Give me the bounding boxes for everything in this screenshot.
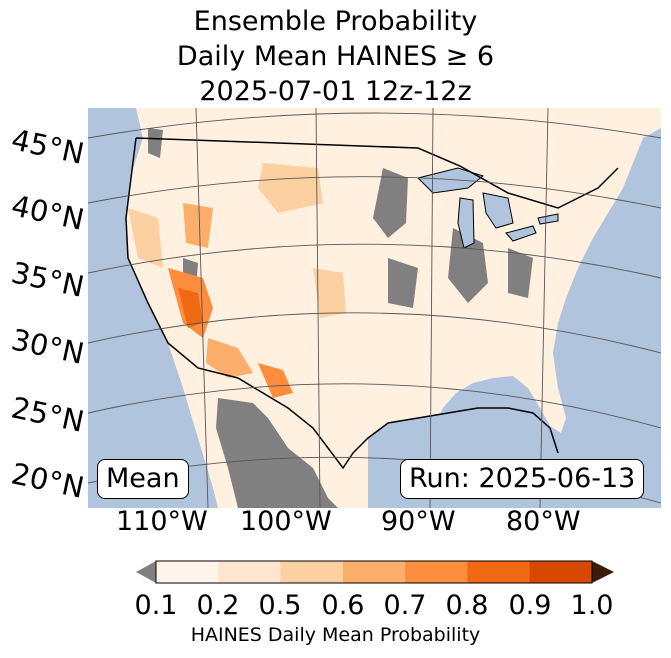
lat-label-30: 30°N	[8, 322, 88, 371]
lat-label-20: 20°N	[8, 456, 88, 505]
lat-label-35: 35°N	[8, 255, 88, 304]
probability-area	[313, 268, 346, 318]
lake-michigan	[457, 197, 475, 249]
pacific-coast-water	[88, 108, 218, 508]
probability-area	[183, 203, 213, 248]
colorbar-swatch	[156, 561, 219, 583]
colorbar-tick: 1.0	[570, 590, 614, 621]
title-line-2: Daily Mean HAINES ≥ 6	[176, 41, 495, 72]
colorbar-tick: 0.7	[383, 590, 427, 621]
mean-label-box: Mean	[97, 459, 189, 499]
no-data-patch	[373, 168, 408, 238]
title-line-1: Ensemble Probability	[193, 6, 478, 37]
probability-area	[258, 163, 323, 213]
us-border	[125, 137, 619, 470]
colorbar-label: HAINES Daily Mean Probability	[190, 624, 481, 646]
no-data-patch	[448, 228, 488, 303]
lon-label-100: 100°W	[240, 506, 332, 537]
lat-label-25: 25°N	[8, 390, 88, 439]
colorbar-tick: 0.8	[445, 590, 489, 621]
colorbar-swatch	[280, 561, 344, 583]
no-data-patch	[388, 258, 418, 308]
colorbar-tick: 0.5	[258, 590, 302, 621]
no-data-patch	[508, 248, 533, 298]
colorbar-swatch	[467, 561, 531, 583]
lake-huron	[482, 192, 514, 229]
lon-label-80: 80°W	[506, 506, 581, 537]
colorbar	[136, 560, 614, 584]
title-line-3: 2025-07-01 12z-12z	[199, 76, 472, 107]
lon-label-110: 110°W	[116, 506, 208, 537]
lat-label-40: 40°N	[8, 188, 88, 237]
lake-superior	[417, 167, 485, 194]
colorbar-tick: 0.9	[508, 590, 552, 621]
probability-area	[206, 338, 253, 378]
colorbar-tick: 0.1	[134, 590, 178, 621]
colorbar-frame	[155, 560, 593, 584]
lat-label-45: 45°N	[8, 122, 88, 171]
run-date-box: Run: 2025-06-13	[400, 459, 645, 499]
colorbar-swatch	[405, 561, 468, 583]
lake-erie	[505, 225, 537, 242]
probability-area	[258, 363, 293, 398]
colorbar-under-arrow	[136, 561, 156, 583]
colorbar-swatch	[218, 561, 282, 583]
no-data-patch	[148, 128, 163, 158]
colorbar-over-arrow	[592, 561, 614, 583]
colorbar-swatch	[529, 561, 593, 583]
colorbar-swatch	[342, 561, 406, 583]
map-panel	[88, 108, 661, 508]
colorbar-tick: 0.6	[321, 590, 365, 621]
colorbar-tick: 0.2	[196, 590, 240, 621]
lon-label-90: 90°W	[381, 506, 456, 537]
lake-ontario	[537, 213, 559, 225]
probability-area	[178, 288, 203, 328]
mexico-no-data	[216, 398, 338, 508]
probability-area	[128, 208, 163, 268]
